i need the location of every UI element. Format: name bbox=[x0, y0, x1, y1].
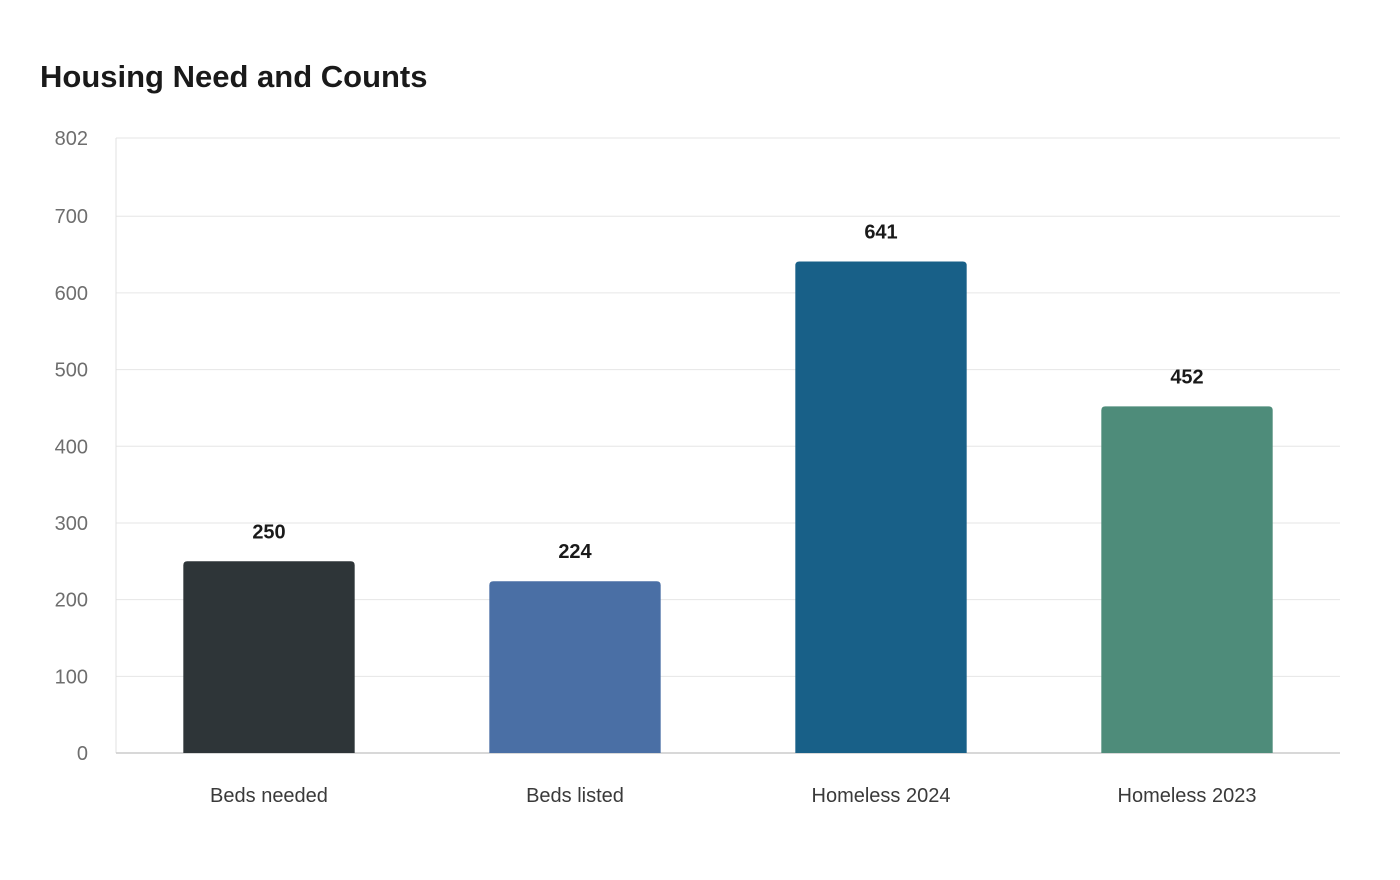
x-category-label: Homeless 2024 bbox=[812, 785, 951, 807]
labels: 0 100 200 300 400 500 600 700 802 250 Beds needed 2… bbox=[55, 128, 1257, 807]
bar bbox=[795, 261, 967, 753]
chart-title: Housing Need and Counts bbox=[40, 59, 428, 94]
y-tick-label: 802 bbox=[55, 128, 88, 150]
data-label: 250 bbox=[252, 521, 285, 543]
x-category-label: Beds listed bbox=[526, 785, 624, 807]
data-label: 452 bbox=[1170, 366, 1203, 388]
bar bbox=[489, 581, 661, 753]
data-label: 224 bbox=[558, 541, 592, 563]
y-tick-label: 600 bbox=[55, 283, 88, 305]
y-tick-label: 0 bbox=[77, 743, 88, 765]
bar bbox=[1101, 406, 1273, 753]
y-tick-label: 300 bbox=[55, 513, 88, 535]
y-tick-label: 700 bbox=[55, 206, 88, 228]
y-tick-label: 400 bbox=[55, 436, 88, 458]
bar bbox=[183, 561, 355, 753]
y-tick-label: 500 bbox=[55, 360, 88, 382]
x-category-label: Homeless 2023 bbox=[1118, 785, 1257, 807]
x-category-label: Beds needed bbox=[210, 785, 328, 807]
y-tick-label: 100 bbox=[55, 666, 88, 688]
y-tick-label: 200 bbox=[55, 590, 88, 612]
bars bbox=[183, 261, 1273, 753]
data-label: 641 bbox=[864, 221, 897, 243]
